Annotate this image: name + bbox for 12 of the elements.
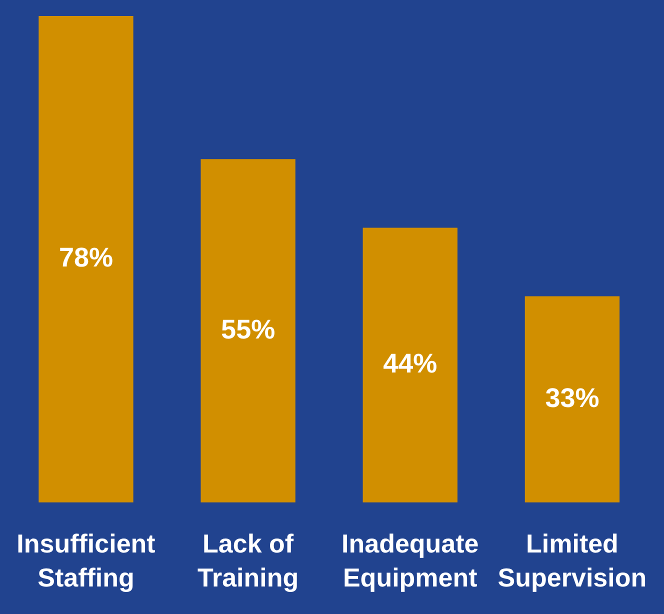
data-label: 44% — [383, 348, 438, 379]
data-label: 78% — [58, 242, 114, 273]
x-tick-label: Lack of Training — [198, 528, 299, 592]
x-tick-label: Inadequate Equipment — [342, 528, 479, 592]
bar — [200, 159, 296, 502]
bar — [38, 16, 134, 502]
bar — [524, 296, 620, 502]
x-tick-label: Insufficient Staffing — [16, 528, 156, 592]
data-label: 33% — [545, 382, 600, 413]
bar — [362, 228, 458, 502]
x-tick-label: Limited Supervision — [498, 528, 647, 592]
data-label: 55% — [221, 314, 276, 344]
